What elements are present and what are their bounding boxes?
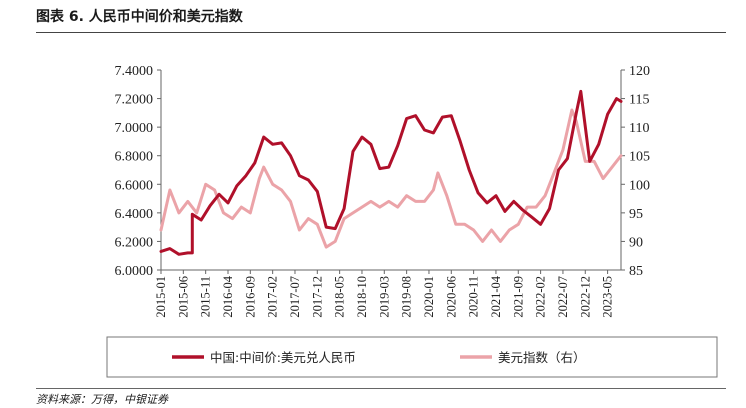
x-tick-label: 2019-03 [377,276,391,318]
x-tick-label: 2020-11 [467,276,481,317]
x-tick-label: 2022-02 [534,276,548,318]
legend-item-dollar-index-label: 美元指数（右） [498,350,586,365]
source-note: 资料来源：万得，中银证券 [36,393,168,406]
y-right-tick-label: 100 [629,178,650,193]
chart-series [159,89,623,256]
y-left-tick-label: 6.6000 [115,178,154,193]
legend-item-cny-central-parity-label: 中国:中间价:美元兑人民币 [210,350,356,365]
y-left-tick-label: 7.0000 [115,121,154,136]
figure-title: 图表 6. 人民币中间价和美元指数 [36,9,243,25]
x-tick-label: 2021-09 [511,276,525,318]
x-tick-label: 2018-05 [333,276,347,318]
y-right-tick-label: 115 [629,93,649,108]
series-line-cny-central-parity [159,89,623,256]
chart-legend: 中国:中间价:美元兑人民币 美元指数（右） [106,336,718,378]
x-tick-label: 2017-07 [288,276,302,318]
y-right-tick-label: 85 [629,264,643,279]
y-left-tick-label: 6.0000 [115,264,154,279]
x-tick-label: 2015-01 [154,276,168,318]
x-tick-label: 2017-02 [266,276,280,318]
source-rule [36,388,726,389]
x-tick-label: 2020-06 [444,276,458,318]
x-tick-label: 2022-07 [556,276,570,318]
y-left-tick-label: 6.2000 [115,235,154,250]
y-right-tick-label: 90 [629,235,643,250]
x-tick-label: 2015-06 [176,276,190,318]
x-tick-label: 2022-12 [578,276,592,318]
y-right-tick-label: 105 [629,150,650,165]
y-left-tick-label: 6.4000 [115,207,154,222]
x-tick-label: 2016-04 [221,275,235,317]
x-tick-label: 2019-08 [400,276,414,318]
x-tick-label: 2016-09 [243,276,257,318]
chart-axes: 6.0000 6.2000 6.4000 6.6000 6.8000 7.0000 7.20… [115,64,651,318]
x-tick-label: 2015-11 [199,276,213,317]
x-tick-label: 2017-12 [310,276,324,318]
y-right-tick-label: 120 [629,64,650,79]
series-line-dollar-index [159,108,623,249]
y-right-tick-label: 95 [629,207,643,222]
y-left-tick-label: 7.4000 [115,64,154,79]
y-left-tick-label: 6.8000 [115,150,154,165]
y-right-tick-label: 110 [629,121,649,136]
y-left-tick-label: 7.2000 [115,93,154,108]
legend-box [106,336,718,378]
x-tick-label: 2023-05 [601,276,615,318]
x-tick-label: 2018-10 [355,276,369,318]
title-rule [36,32,726,33]
x-tick-label: 2020-01 [422,276,436,318]
x-tick-label: 2021-04 [489,275,503,317]
